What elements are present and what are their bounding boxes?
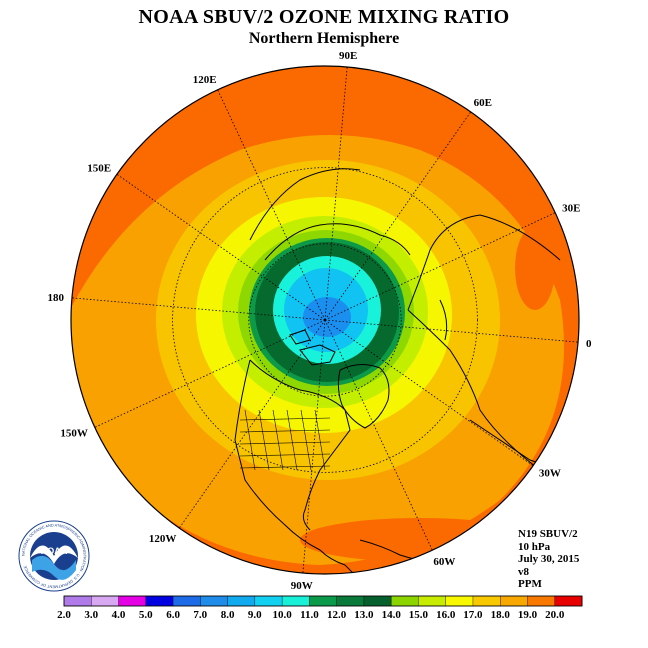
units-label: PPM xyxy=(518,578,542,590)
lon-label-120E: 120E xyxy=(193,74,217,86)
lon-label-30W: 30W xyxy=(539,468,561,480)
state-border xyxy=(314,409,326,471)
meridian-0 xyxy=(324,319,579,343)
colorbar-swatch xyxy=(336,595,365,607)
colorbar-swatch xyxy=(527,595,556,607)
map-subtitle: Northern Hemisphere xyxy=(248,30,400,47)
version-label: v8 xyxy=(518,565,529,578)
lon-label-60E: 60E xyxy=(474,97,492,109)
lon-label-0: 0 xyxy=(586,338,592,350)
meridian-90W xyxy=(302,319,326,574)
colorbar-tick-label: 3.0 xyxy=(84,609,98,621)
state-border xyxy=(239,441,331,445)
latitude-circle-1 xyxy=(172,167,478,473)
colorbar-swatch xyxy=(554,595,583,607)
pressure-level: 10 hPa xyxy=(518,540,551,553)
lon-label-150W: 150W xyxy=(60,427,88,439)
colorbar-swatch xyxy=(472,595,501,607)
colorbar-tick-label: 11.0 xyxy=(300,609,319,621)
colorbar-swatch xyxy=(91,595,120,607)
colorbar-swatch xyxy=(145,595,174,607)
colorbar-tick-label: 7.0 xyxy=(193,609,207,621)
lon-label-90W: 90W xyxy=(291,580,313,592)
logo-text: NOAA xyxy=(41,546,68,556)
colorbar-swatch xyxy=(445,595,474,607)
meridian-120W xyxy=(178,319,326,529)
meridian-90E xyxy=(324,66,348,321)
colorbar-swatch xyxy=(118,595,147,607)
map-title: NOAA SBUV/2 OZONE MIXING RATIO xyxy=(138,6,510,28)
meridian-150E xyxy=(116,173,326,321)
colorbar-swatch xyxy=(254,595,283,607)
lon-label-180: 180 xyxy=(48,292,65,304)
meridian-30E xyxy=(324,212,556,321)
state-border xyxy=(239,429,331,433)
colorbar-tick-label: 13.0 xyxy=(354,609,374,621)
colorbar-tick-label: 17.0 xyxy=(463,609,483,621)
colorbar-swatch xyxy=(390,595,419,607)
colorbar-tick-label: 10.0 xyxy=(272,609,292,621)
colorbar-swatch xyxy=(227,595,256,607)
colorbar-tick-label: 12.0 xyxy=(327,609,347,621)
meridian-120E xyxy=(217,89,326,321)
coastlines xyxy=(234,168,576,574)
colorbar-swatch xyxy=(500,595,528,607)
coastline-3 xyxy=(407,214,561,471)
longitude-labels: 0 30E 60E 90E 120E 150E 180 150W 120W 90W 60W 30W xyxy=(48,50,593,592)
colorbar-tick-label: 15.0 xyxy=(409,609,429,621)
colorbar-tick-label: 6.0 xyxy=(166,609,180,621)
colorbar-swatch xyxy=(172,595,201,607)
coastline-2 xyxy=(289,329,336,366)
colorbar-swatch xyxy=(418,595,447,607)
state-border xyxy=(272,409,284,471)
noaa-logo: NOAA NATIONAL OCEANIC AND ATMOSPHERIC AD… xyxy=(18,520,90,592)
meridian-60E xyxy=(324,111,472,321)
instrument-label: N19 SBUV/2 xyxy=(518,528,578,540)
colorbar-tick-label: 4.0 xyxy=(112,609,126,621)
meridian-30W xyxy=(324,319,534,467)
colorbar-tick-label: 19.0 xyxy=(518,609,538,621)
state-border xyxy=(258,409,270,471)
lon-label-30E: 30E xyxy=(562,203,580,215)
state-border xyxy=(239,465,331,469)
lon-label-120W: 120W xyxy=(149,533,177,545)
coastline-4 xyxy=(249,168,411,261)
lon-label-60W: 60W xyxy=(433,556,455,568)
latitude-circle-0 xyxy=(248,243,402,397)
lon-label-150E: 150E xyxy=(87,162,111,174)
colorbar-tick-label: 20.0 xyxy=(545,609,565,621)
lat-lon-grid xyxy=(71,66,579,574)
coastline-0 xyxy=(234,359,356,574)
colorbar-swatch xyxy=(281,595,310,607)
colorbar-tick-label: 16.0 xyxy=(436,609,456,621)
state-border xyxy=(239,417,331,421)
colorbar-tick-label: 2.0 xyxy=(57,609,71,621)
colorbar-tick-label: 14.0 xyxy=(382,609,402,621)
meridian-150W xyxy=(94,319,326,428)
globe-outline xyxy=(70,65,580,575)
band-outer-patch-east xyxy=(515,226,555,310)
colorbar-frame xyxy=(63,595,583,607)
colorbar-tick-label: 18.0 xyxy=(491,609,511,621)
colorbar-tick-label: 8.0 xyxy=(221,609,235,621)
state-border xyxy=(300,409,312,471)
coastline-1 xyxy=(337,364,390,429)
colorbar-swatch xyxy=(363,595,392,607)
colorbar-swatch xyxy=(309,595,338,607)
date-label: July 30, 2015 xyxy=(518,553,580,565)
colorbar-tick-label: 5.0 xyxy=(139,609,153,621)
color-bar: 2.0 3.0 4.0 5.0 6.0 7.0 8.0 9.0 10.0 11.0 12.0 13.0… xyxy=(57,595,583,621)
lon-label-90E: 90E xyxy=(339,50,357,62)
info-block: N19 SBUV/2 10 hPa July 30, 2015 v8 PPM xyxy=(518,528,579,591)
meridian-180 xyxy=(71,297,326,321)
colorbar-swatch xyxy=(200,595,229,607)
colorbar-tick-label: 9.0 xyxy=(248,609,262,621)
state-border xyxy=(286,409,298,471)
colorbar-swatch xyxy=(63,595,92,607)
meridian-60W xyxy=(324,319,433,551)
